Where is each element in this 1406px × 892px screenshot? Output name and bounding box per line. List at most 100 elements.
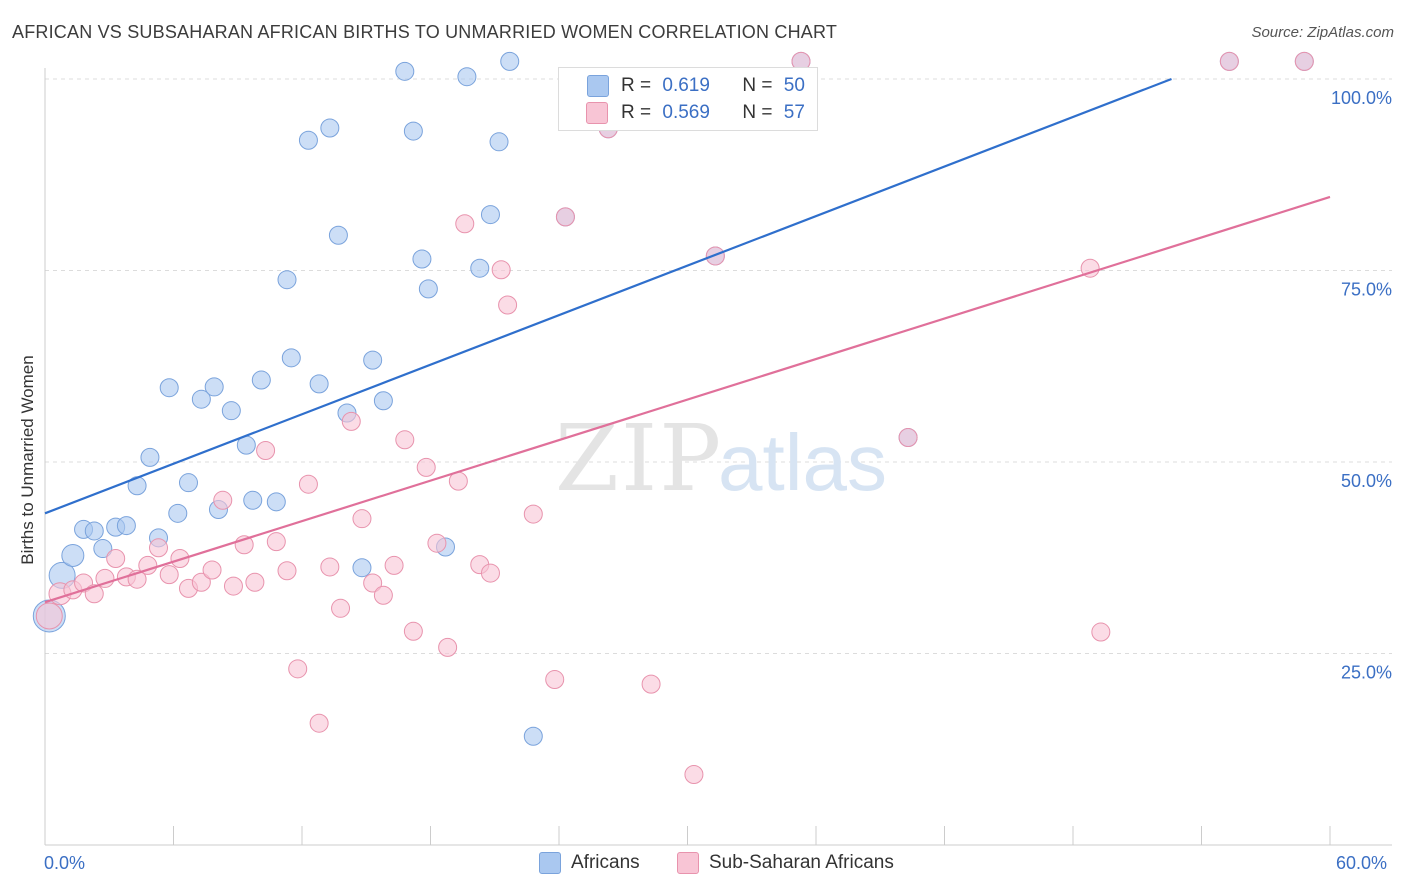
legend-swatch-africans	[539, 852, 561, 874]
data-point	[251, 370, 271, 390]
data-point	[277, 270, 297, 290]
data-point	[288, 659, 308, 679]
data-point	[266, 492, 286, 512]
data-point	[470, 258, 490, 278]
data-point	[35, 602, 63, 630]
legend-row-subsaharan: R = 0.569 N = 57	[586, 101, 805, 125]
legend-swatch-subsaharan	[586, 102, 608, 124]
source-label: Source: ZipAtlas.com	[1251, 24, 1394, 41]
data-point	[412, 249, 432, 269]
data-point	[1294, 51, 1314, 71]
legend-item-subsaharan[interactable]: Sub-Saharan Africans	[677, 852, 894, 874]
data-point	[149, 538, 169, 558]
data-point	[84, 521, 104, 541]
data-point	[298, 474, 318, 494]
legend-item-africans[interactable]: Africans	[539, 852, 640, 874]
data-point	[438, 637, 458, 657]
data-point	[204, 377, 224, 397]
trend-line	[44, 77, 1172, 515]
data-point	[418, 279, 438, 299]
data-point	[363, 350, 383, 370]
data-point	[277, 561, 297, 581]
data-point	[202, 560, 222, 580]
legend-label-subsaharan: Sub-Saharan Africans	[709, 852, 894, 873]
correlation-legend: R = 0.619 N = 50 R = 0.569 N = 57	[558, 67, 818, 131]
data-point	[480, 205, 500, 225]
data-point	[545, 670, 565, 690]
series-legend: Africans Sub-Saharan Africans	[0, 852, 1406, 876]
n-value: 50	[783, 75, 805, 96]
data-point	[191, 389, 211, 409]
n-label: N =	[742, 75, 773, 96]
data-point	[455, 214, 475, 234]
legend-label-africans: Africans	[571, 852, 640, 873]
data-point	[243, 490, 263, 510]
data-point	[93, 539, 113, 559]
data-point	[245, 572, 265, 592]
data-point	[213, 490, 233, 510]
x-tick-label-min: 0.0%	[44, 853, 86, 873]
data-point	[1219, 51, 1239, 71]
data-point	[684, 765, 704, 785]
data-point	[523, 504, 543, 524]
data-point	[491, 260, 511, 280]
y-tick-label: 100.0%	[1331, 88, 1392, 108]
data-point	[384, 555, 404, 575]
legend-swatch-africans	[587, 75, 609, 97]
data-point	[395, 430, 415, 450]
data-point	[61, 543, 85, 567]
r-label: R =	[621, 102, 652, 123]
x-tick-label-max: 60.0%	[1336, 853, 1388, 873]
data-point	[457, 67, 477, 87]
data-point	[403, 621, 423, 641]
data-point	[341, 411, 361, 431]
y-tick-label: 75.0%	[1341, 280, 1392, 300]
legend-row-africans: R = 0.619 N = 50	[587, 74, 805, 98]
r-value: 0.619	[662, 75, 710, 96]
y-tick-label: 25.0%	[1341, 663, 1392, 683]
data-point	[555, 207, 575, 227]
data-point	[320, 118, 340, 138]
r-value: 0.569	[662, 102, 710, 123]
n-label: N =	[742, 102, 773, 123]
chart-title: AFRICAN VS SUBSAHARAN AFRICAN BIRTHS TO …	[12, 22, 838, 42]
data-point	[1080, 258, 1100, 278]
data-point	[106, 549, 126, 569]
data-point	[256, 441, 276, 461]
data-point	[403, 121, 423, 141]
data-point	[116, 516, 136, 536]
data-point	[500, 51, 520, 71]
data-point	[281, 348, 301, 368]
data-point	[395, 61, 415, 81]
data-point	[168, 503, 188, 523]
data-point	[363, 573, 383, 593]
data-point	[331, 598, 351, 618]
n-value: 57	[783, 102, 805, 123]
watermark-atlas: atlas	[718, 418, 887, 507]
data-point	[140, 447, 160, 467]
data-point	[489, 132, 509, 152]
data-point	[309, 374, 329, 394]
data-point	[352, 509, 372, 529]
data-point	[266, 532, 286, 552]
watermark-zip: ZIP	[555, 405, 723, 512]
data-point	[373, 391, 393, 411]
data-point	[898, 427, 918, 447]
data-point	[498, 295, 518, 315]
y-tick-label: 50.0%	[1341, 471, 1392, 491]
data-point	[427, 533, 447, 553]
data-point	[352, 558, 372, 578]
data-point	[298, 130, 318, 150]
data-point	[159, 565, 179, 585]
data-point	[178, 473, 198, 493]
r-label: R =	[621, 75, 652, 96]
data-point	[320, 557, 340, 577]
trend-line	[44, 195, 1331, 604]
y-axis-label: Births to Unmarried Women	[18, 355, 37, 565]
data-point	[373, 585, 393, 605]
data-point	[159, 378, 179, 398]
data-point	[328, 225, 348, 245]
data-point	[221, 401, 241, 421]
data-point	[641, 674, 661, 694]
